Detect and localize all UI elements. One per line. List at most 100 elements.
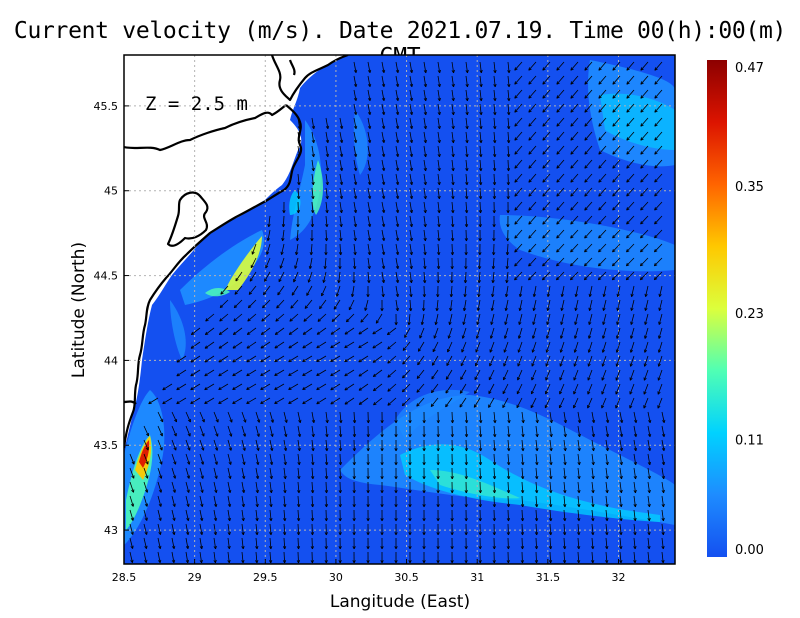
velocity-arrow <box>644 355 649 367</box>
velocity-arrow <box>367 201 371 213</box>
velocity-arrow-head <box>330 372 334 377</box>
velocity-arrow <box>654 61 663 71</box>
velocity-arrow <box>325 173 329 185</box>
velocity-arrow-head <box>633 559 637 564</box>
velocity-arrow <box>640 131 649 141</box>
velocity-arrow <box>143 425 149 437</box>
velocity-arrow <box>654 145 663 155</box>
velocity-arrow-head <box>532 307 536 311</box>
velocity-arrow <box>546 313 551 325</box>
velocity-arrow <box>626 117 635 127</box>
velocity-arrow <box>283 551 286 563</box>
velocity-arrow <box>447 341 453 353</box>
velocity-arrow-head <box>505 252 510 256</box>
velocity-arrow <box>591 551 594 563</box>
velocity-arrow-head <box>204 386 208 391</box>
velocity-arrow <box>542 145 551 155</box>
velocity-arrow <box>626 89 635 99</box>
velocity-arrow-head <box>492 182 497 186</box>
velocity-arrow-head <box>464 434 469 438</box>
velocity-arrow-head <box>451 153 455 158</box>
velocity-arrow-head <box>367 97 372 102</box>
velocity-arrow-head <box>584 123 588 127</box>
velocity-arrow <box>542 103 551 113</box>
velocity-arrow-head <box>654 235 658 239</box>
velocity-arrow-head <box>409 83 414 88</box>
velocity-arrow <box>640 215 649 225</box>
velocity-arrow-head <box>366 560 370 564</box>
velocity-arrow <box>528 257 537 267</box>
velocity-arrow <box>297 173 300 185</box>
velocity-arrow-head <box>461 349 465 353</box>
velocity-arrow <box>445 369 453 380</box>
velocity-arrow-head <box>451 97 455 102</box>
velocity-arrow-head <box>493 69 497 74</box>
velocity-arrow <box>507 439 510 451</box>
velocity-arrow <box>640 145 649 155</box>
velocity-arrow-head <box>643 377 647 381</box>
velocity-arrow-head <box>563 503 567 508</box>
velocity-arrow-head <box>626 193 630 197</box>
velocity-arrow <box>584 257 593 267</box>
velocity-arrow <box>344 341 355 349</box>
velocity-arrow-head <box>517 363 521 367</box>
velocity-arrow-head <box>507 419 511 424</box>
velocity-arrow-head <box>330 387 334 391</box>
velocity-arrow <box>654 187 663 197</box>
velocity-arrow-head <box>619 489 623 494</box>
velocity-arrow-head <box>408 420 412 424</box>
velocity-arrow <box>464 285 467 297</box>
velocity-arrow-head <box>158 531 162 535</box>
velocity-arrow-head <box>601 391 605 395</box>
velocity-arrow-head <box>394 518 398 522</box>
velocity-arrow-head <box>584 81 588 85</box>
southern-jet-core <box>400 444 660 522</box>
velocity-arrow-head <box>598 235 602 239</box>
velocity-arrow-head <box>534 532 539 536</box>
velocity-arrow-head <box>333 306 337 310</box>
velocity-arrow <box>358 355 369 363</box>
velocity-arrow <box>531 369 537 381</box>
velocity-arrow-head <box>173 447 177 451</box>
velocity-arrow <box>630 341 635 353</box>
velocity-arrow <box>598 215 607 225</box>
velocity-arrow-head <box>437 223 441 228</box>
velocity-arrow <box>218 383 229 391</box>
velocity-arrow-head <box>408 448 412 452</box>
velocity-arrow-head <box>516 404 520 409</box>
velocity-arrow-head <box>626 137 630 141</box>
velocity-arrow-head <box>478 462 483 466</box>
velocity-arrow-head <box>546 307 550 311</box>
velocity-arrow-head <box>269 475 273 480</box>
velocity-arrow-head <box>450 252 455 256</box>
velocity-arrow <box>574 313 579 325</box>
velocity-arrow <box>530 397 537 409</box>
velocity-arrow <box>451 187 454 199</box>
velocity-arrow-head <box>436 434 440 438</box>
velocity-arrow <box>598 201 607 211</box>
velocity-arrow-head <box>657 363 661 367</box>
velocity-arrow-head <box>353 97 358 102</box>
velocity-arrow <box>479 257 481 269</box>
velocity-arrow <box>395 159 399 171</box>
velocity-arrow <box>612 229 621 239</box>
velocity-arrow <box>602 313 607 325</box>
velocity-arrow <box>615 397 621 409</box>
velocity-arrow-head <box>431 362 436 366</box>
velocity-arrow-head <box>283 475 287 480</box>
velocity-arrow-head <box>276 305 280 309</box>
velocity-arrow <box>577 439 580 451</box>
velocity-arrow <box>514 271 523 281</box>
velocity-arrow-head <box>311 181 315 186</box>
velocity-arrow-head <box>661 517 665 522</box>
velocity-arrow <box>339 187 343 199</box>
velocity-arrow-head <box>502 376 506 381</box>
velocity-arrow-head <box>325 125 330 130</box>
velocity-arrow <box>619 537 622 549</box>
velocity-arrow-head <box>548 532 553 536</box>
velocity-arrow <box>264 271 271 282</box>
velocity-arrow <box>381 201 385 213</box>
velocity-arrow <box>493 467 496 479</box>
velocity-arrow <box>283 537 286 549</box>
velocity-arrow-head <box>381 251 386 256</box>
